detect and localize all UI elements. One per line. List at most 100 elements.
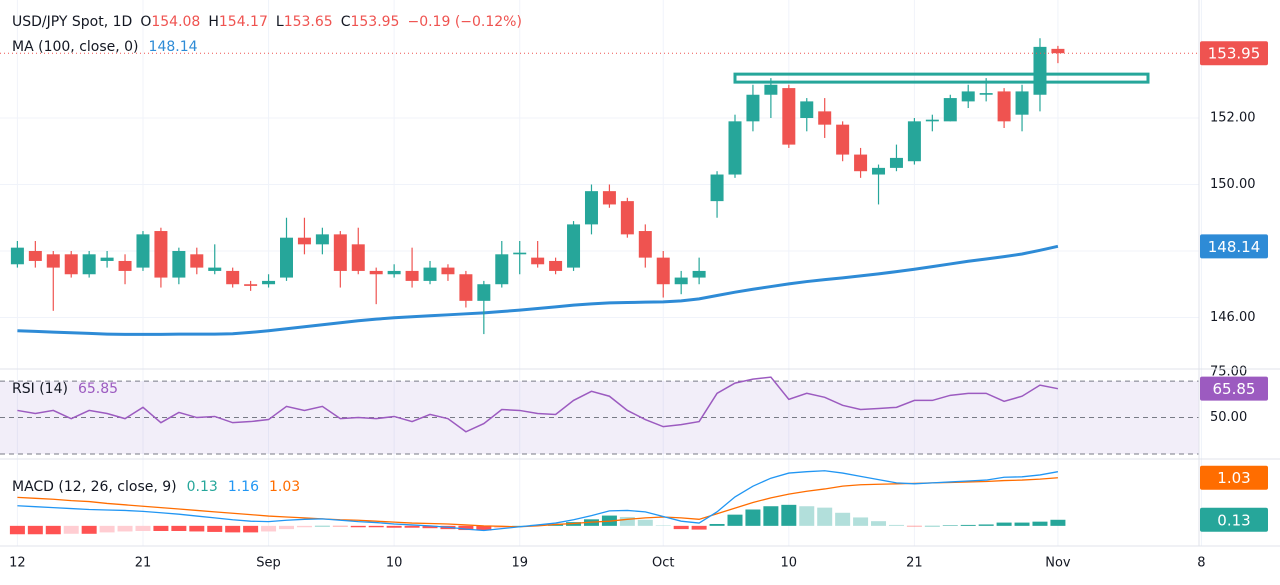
macd-histogram-bar [853, 517, 869, 526]
macd-title: MACD (12, 26, close, 9) [12, 479, 177, 495]
x-tick-label: 12 [9, 556, 26, 571]
candle-body [961, 91, 975, 102]
candle-body [351, 244, 365, 271]
macd-histogram-bar [494, 525, 510, 529]
ma-line [17, 244, 1059, 336]
x-tick-label: 8 [1197, 556, 1205, 571]
candle-body [226, 270, 240, 285]
candle-body [567, 224, 581, 268]
macd-histogram-bar [171, 525, 187, 531]
macd-histogram-bar [296, 525, 312, 528]
macd-histogram-bar [9, 525, 25, 535]
candle-body [692, 270, 706, 278]
macd-histogram-bar [350, 525, 366, 528]
x-tick-label: 21 [906, 556, 923, 571]
candle-body [836, 124, 850, 155]
macd-histogram-bar [512, 525, 528, 527]
macd-histogram-bar [63, 525, 79, 534]
y-tick-label: 75.00 [1210, 365, 1247, 380]
macd-histogram-bar [386, 525, 402, 528]
x-tick-label: Oct [652, 556, 674, 571]
candle-body [297, 237, 311, 245]
candle-body [280, 237, 293, 278]
y-tick-label: 50.00 [1210, 410, 1247, 425]
candle-body [872, 167, 886, 175]
macd-histogram-bar [404, 525, 420, 528]
macd-histogram-bar [727, 514, 743, 526]
candle-body [172, 250, 186, 278]
histogram-tag: 0.13 [1217, 511, 1250, 529]
macd-histogram-bar [835, 512, 851, 526]
candle-body [549, 260, 563, 271]
candle-body [925, 119, 939, 122]
candle-body [477, 284, 491, 301]
ohlc-value: 154.08 [151, 14, 200, 30]
macd-histogram-bar [655, 525, 671, 526]
macd-histogram-bar [261, 525, 277, 532]
rsi-tag-box [1200, 376, 1268, 401]
candle-body [387, 270, 401, 275]
candle-body [764, 84, 778, 95]
macd-histogram-bar [673, 525, 689, 530]
macd-histogram-bar [225, 525, 241, 533]
macd-histogram-bar [960, 524, 976, 526]
macd-histogram-bar [924, 525, 940, 527]
macd-histogram-bar [99, 525, 115, 533]
macd-histogram-bar [1014, 522, 1030, 526]
candle-body [943, 98, 957, 122]
price-tag: 153.95 [1208, 45, 1261, 63]
ma-value: 148.14 [149, 39, 198, 55]
ma-tag-box [1200, 234, 1268, 259]
macd-header: MACD (12, 26, close, 9) 0.13 1.16 1.03 [12, 479, 300, 495]
macd-histogram-bar [942, 525, 958, 526]
rsi-value: 65.85 [78, 381, 118, 397]
rsi-title: RSI (14) [12, 381, 68, 397]
macd-histogram-bar [243, 525, 259, 533]
candle-body [782, 88, 796, 145]
macd-histogram-bar [314, 525, 330, 527]
macd-histogram-bar [45, 525, 61, 535]
candle-body [208, 267, 222, 271]
candle-body [262, 280, 276, 285]
symbol-header: USD/JPY Spot, 1D O154.08 H154.17 L153.65 C15… [12, 14, 522, 30]
macd-histogram-bar [548, 524, 564, 526]
ohlc-value: 153.65 [284, 14, 333, 30]
ma-tag: 148.14 [1208, 238, 1261, 256]
macd-histogram-bar [207, 525, 223, 532]
macd-histogram-bar [691, 525, 707, 530]
macd-histogram-bar [906, 525, 922, 527]
candle-body [818, 111, 832, 125]
candle-body [495, 254, 509, 285]
macd-histogram-bar [781, 504, 797, 526]
candle-body [46, 254, 60, 268]
rsi-tag: 65.85 [1213, 380, 1256, 398]
macd-histogram-bar [871, 521, 887, 526]
candle-body [423, 267, 437, 281]
candle-body [979, 93, 993, 95]
macd-value: 1.16 [228, 479, 259, 495]
rsi-line [17, 376, 1059, 433]
macd-histogram-bar [763, 506, 779, 526]
ohlc-prefix: O [140, 14, 151, 30]
histogram-value: 0.13 [187, 479, 218, 495]
candle-body [656, 257, 670, 285]
candle-body [333, 234, 347, 271]
macd-histogram-bar [189, 525, 205, 532]
candle-body [244, 284, 258, 286]
candle-body [441, 267, 455, 275]
macd-histogram-bar [368, 525, 384, 528]
candle-body [405, 270, 419, 281]
signal-tag: 1.03 [1217, 469, 1250, 487]
price-change: −0.19 (−0.12%) [407, 14, 521, 30]
candle-body [746, 94, 760, 122]
macd-histogram-bar [422, 525, 438, 529]
candle-body [10, 247, 24, 265]
macd-histogram-bar [27, 525, 43, 535]
macd-histogram-bar [637, 519, 653, 526]
y-tick-label: 152.00 [1210, 111, 1256, 126]
candle-body [728, 121, 742, 175]
candle-body [710, 174, 724, 202]
ma-header: MA (100, close, 0) 148.14 [12, 39, 198, 55]
candle-body [459, 274, 473, 301]
ohlc-value: 154.17 [219, 14, 268, 30]
